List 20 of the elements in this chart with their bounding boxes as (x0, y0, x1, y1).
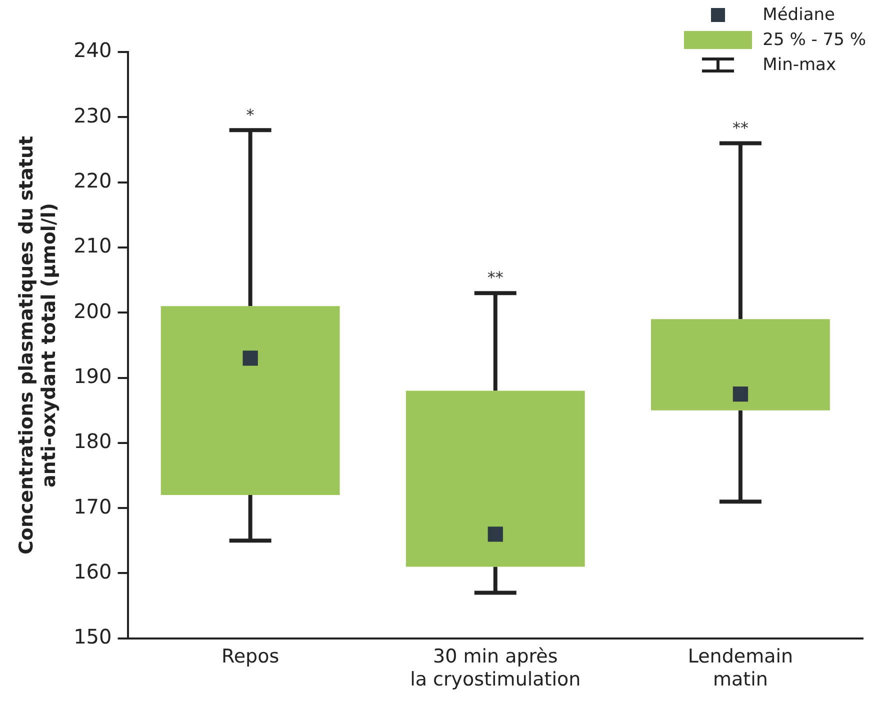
y-tick-label: 180 (74, 429, 112, 454)
x-tick-label: 30 min après la cryostimulation (410, 646, 581, 691)
y-tick-label: 240 (74, 38, 112, 62)
annotation: ** (732, 118, 748, 138)
y-tick-label: 210 (74, 234, 112, 258)
y-tick-label: 160 (74, 559, 112, 584)
text: Médiane (762, 4, 835, 24)
y-tick-label: 230 (74, 103, 112, 128)
y-tick-label: 190 (74, 364, 112, 388)
y-axis-title: Concentrations plasmatiques du statut anti-oxydant total (µmol/l) (15, 136, 60, 555)
annotation: Min-max (762, 54, 836, 74)
annotation: ** (487, 268, 504, 288)
annotation: * (246, 105, 254, 124)
x-tick-label: Lendemain matin (688, 646, 794, 691)
y-tick-label: 170 (74, 494, 112, 518)
legend-label: 25 % - 75 % (762, 30, 866, 50)
y-tick-label: 220 (74, 168, 112, 193)
y-tick-label: 150 (74, 624, 112, 649)
x-tick-label: Repos (222, 646, 280, 668)
y-tick-label: 200 (74, 298, 112, 323)
